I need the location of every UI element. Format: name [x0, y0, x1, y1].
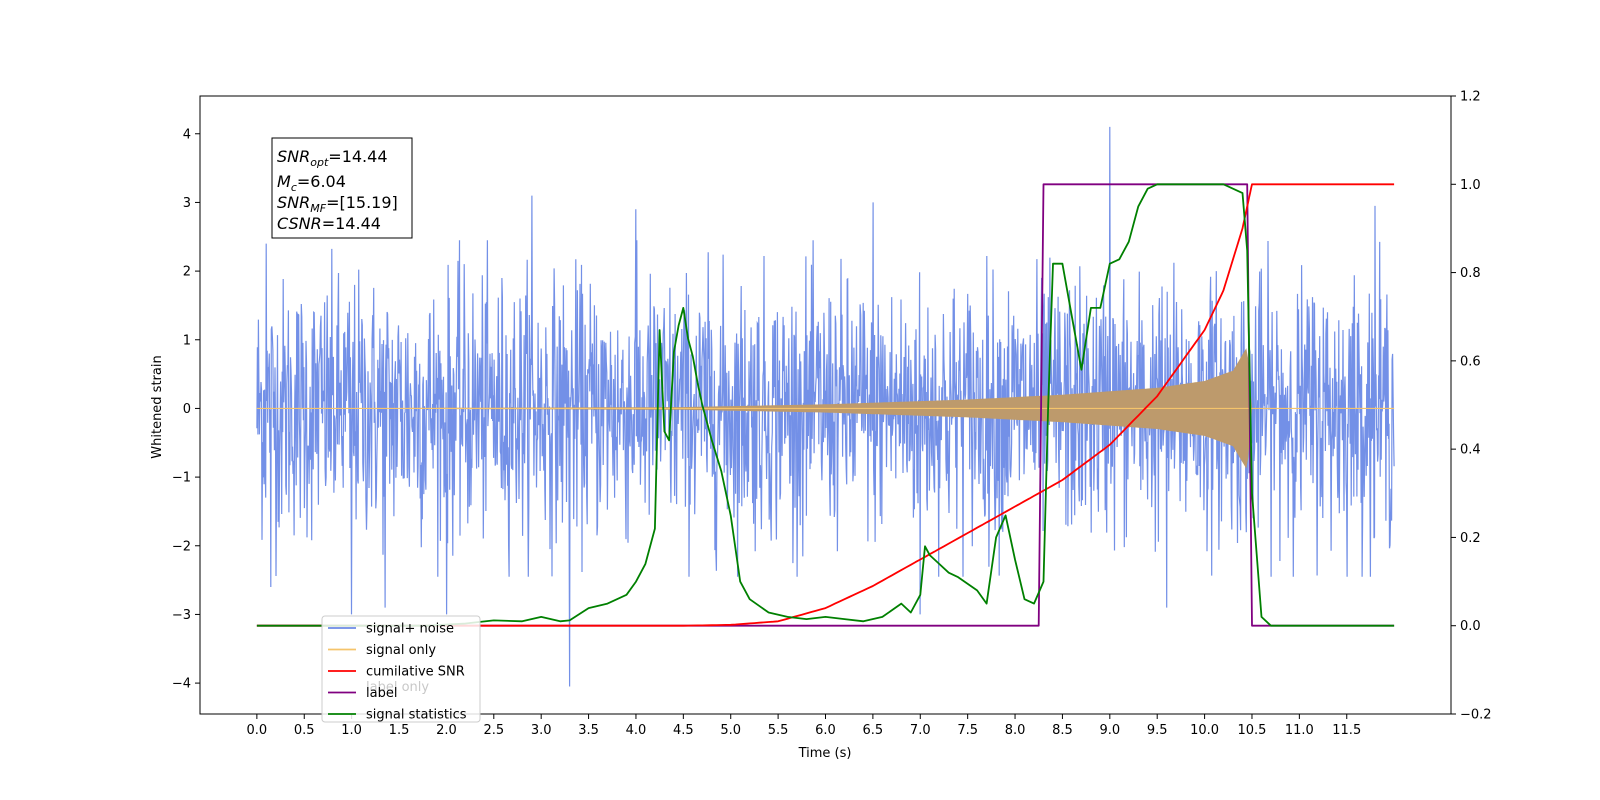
legend-label: signal statistics [366, 708, 467, 723]
x-tick-label: 10.5 [1238, 723, 1267, 738]
x-tick-label: 3.0 [531, 723, 552, 738]
snr-opt-text: SNRopt=14.44 [277, 147, 388, 169]
x-tick-label: 2.5 [483, 723, 504, 738]
y-right-tick-label: 0.0 [1460, 619, 1481, 634]
x-tick-label: 6.0 [815, 723, 836, 738]
legend-label: signal only [366, 643, 436, 658]
y-tick-label: 4 [183, 127, 191, 142]
y-tick-label: −4 [172, 677, 191, 692]
y-right-tick-label: 1.0 [1460, 178, 1481, 193]
y-axis-label: Whitened strain [150, 355, 165, 458]
y-right-tick-label: 0.2 [1460, 531, 1481, 546]
y-tick-label: −1 [172, 471, 191, 486]
signal-only-series-layer [256, 348, 1395, 469]
series-signal-noise-line [256, 126, 1395, 687]
y-right-tick-label: 1.2 [1460, 90, 1481, 105]
x-tick-label: 8.5 [1052, 723, 1073, 738]
x-tick-label: 11.0 [1285, 723, 1314, 738]
x-tick-label: 11.5 [1332, 723, 1361, 738]
x-tick-label: 5.5 [768, 723, 789, 738]
x-tick-label: 8.0 [1005, 723, 1026, 738]
x-tick-label: 9.5 [1147, 723, 1168, 738]
y-tick-label: −3 [172, 608, 191, 623]
x-tick-label: 2.0 [436, 723, 457, 738]
x-tick-label: 5.0 [720, 723, 741, 738]
y-tick-label: 3 [183, 196, 191, 211]
noise-series-layer [256, 126, 1395, 687]
legend-label: cumilative SNR [366, 665, 465, 680]
y-tick-label: −2 [172, 539, 191, 554]
x-tick-label: 4.0 [626, 723, 647, 738]
x-axis-label: Time (s) [798, 746, 852, 761]
x-tick-label: 9.0 [1099, 723, 1120, 738]
y-right-tick-label: 0.8 [1460, 266, 1481, 281]
y-tick-label: 2 [183, 265, 191, 280]
snr-mf-text: SNRMF=[15.19] [277, 193, 398, 215]
x-tick-label: 3.5 [578, 723, 599, 738]
mc-text: Mc=6.04 [277, 172, 346, 194]
y-tick-label: 1 [183, 333, 191, 348]
x-tick-label: 0.5 [294, 723, 315, 738]
legend-label: signal+ noise [366, 622, 454, 637]
x-tick-label: 6.5 [863, 723, 884, 738]
y-right-tick-label: 0.4 [1460, 443, 1481, 458]
x-tick-label: 10.0 [1190, 723, 1219, 738]
series-signal-statistics-line [256, 183, 1395, 627]
series-cumulative-snr-line [256, 183, 1395, 627]
x-tick-label: 4.5 [673, 723, 694, 738]
x-tick-label: 1.0 [341, 723, 362, 738]
right-axis-series-layer [256, 183, 1395, 627]
legend: label only signal+ noise signal only cumil… [321, 615, 481, 723]
y-right-tick-label: −0.2 [1460, 708, 1492, 723]
x-tick-label: 1.5 [389, 723, 410, 738]
csnr-text: CSNR=14.44 [277, 214, 381, 233]
x-tick-label: 7.0 [910, 723, 931, 738]
x-tick-label: 0.0 [247, 723, 268, 738]
annotation-box: SNRopt=14.44 Mc=6.04 SNRMF=[15.19] CSNR=… [271, 137, 413, 239]
y-right-tick-label: 0.6 [1460, 354, 1481, 369]
x-tick-label: 7.5 [957, 723, 978, 738]
legend-ghost-text: label only [366, 680, 429, 695]
legend-label: label [366, 686, 397, 701]
y-tick-label: 0 [183, 402, 191, 417]
axes-layer: 0.0 0.5 1.0 1.5 2.0 2.5 3.0 3.5 4.0 4.5 5.0 5.5 6.0 6… [172, 90, 1492, 739]
